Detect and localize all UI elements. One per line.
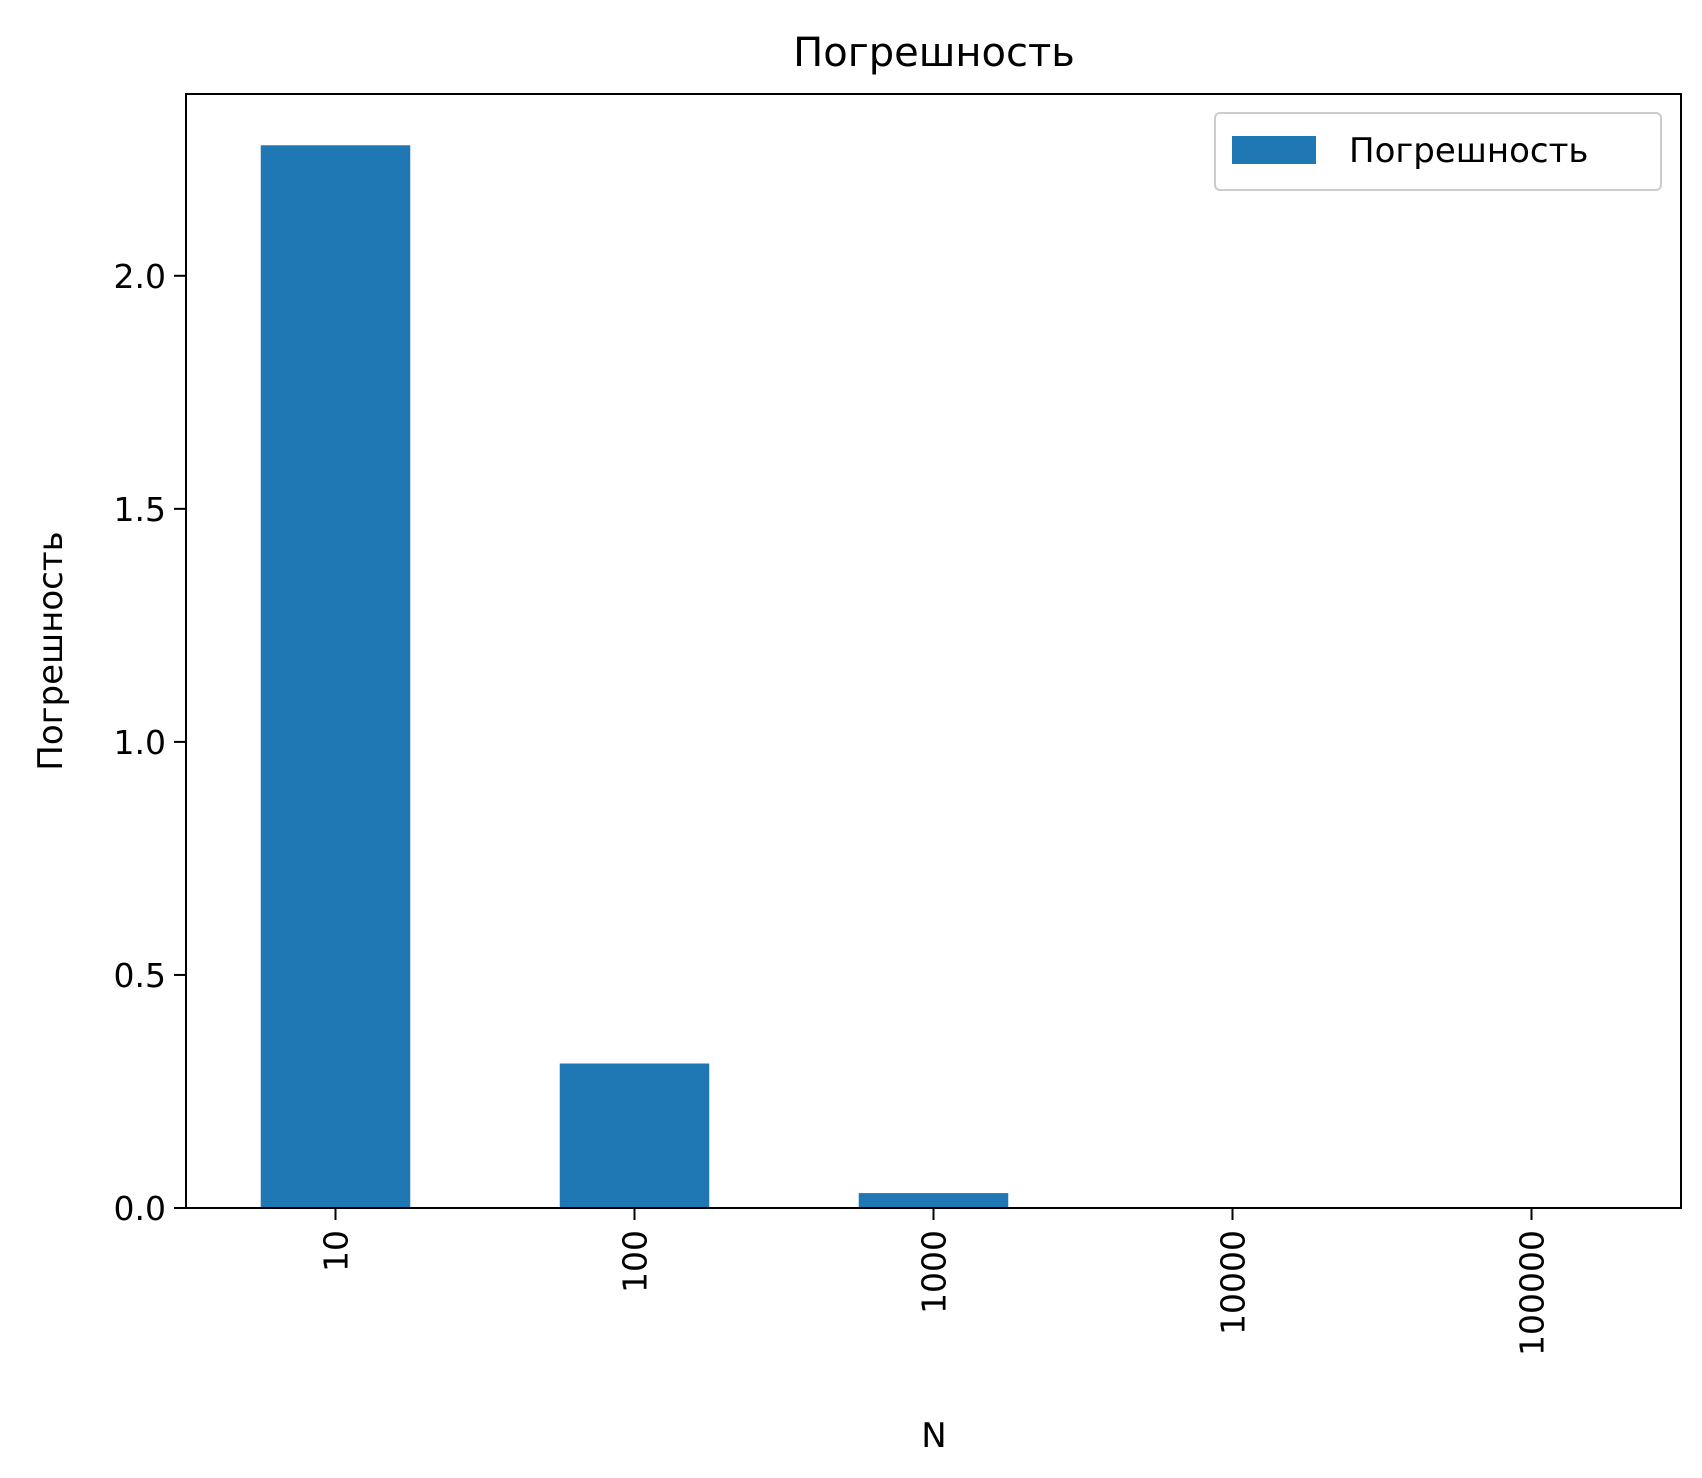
x-tick-label-100000: 100000 [1513, 1230, 1552, 1356]
x-axis-label: N [921, 1416, 946, 1456]
y-tick-label-1.0: 1.0 [114, 723, 166, 762]
y-tick-label-0.5: 0.5 [114, 956, 166, 995]
y-tick-label-1.5: 1.5 [114, 490, 166, 529]
bar-10 [260, 145, 411, 1208]
plot-frame [185, 93, 1682, 1209]
x-axis-ticks: 10 100 1000 10000 100000 [317, 1208, 1552, 1356]
bar-100 [559, 1063, 710, 1208]
legend: Погрешность [1214, 112, 1662, 191]
legend-box [1214, 112, 1662, 191]
y-axis-label: Погрешность [31, 531, 71, 770]
chart-title: Погрешность [793, 30, 1075, 76]
y-axis-ticks: 0.0 0.5 1.0 1.5 2.0 [114, 257, 186, 1228]
y-tick-label-0.0: 0.0 [114, 1189, 166, 1228]
bar-series [260, 145, 1009, 1208]
legend-label: Погрешность [1349, 131, 1588, 171]
legend-swatch [1232, 136, 1316, 164]
x-tick-label-1000: 1000 [915, 1230, 954, 1314]
x-tick-label-10000: 10000 [1214, 1230, 1253, 1335]
x-tick-label-100: 100 [616, 1230, 655, 1293]
bar-1000 [858, 1193, 1009, 1208]
x-tick-label-10: 10 [317, 1230, 356, 1272]
y-tick-label-2.0: 2.0 [114, 257, 166, 296]
